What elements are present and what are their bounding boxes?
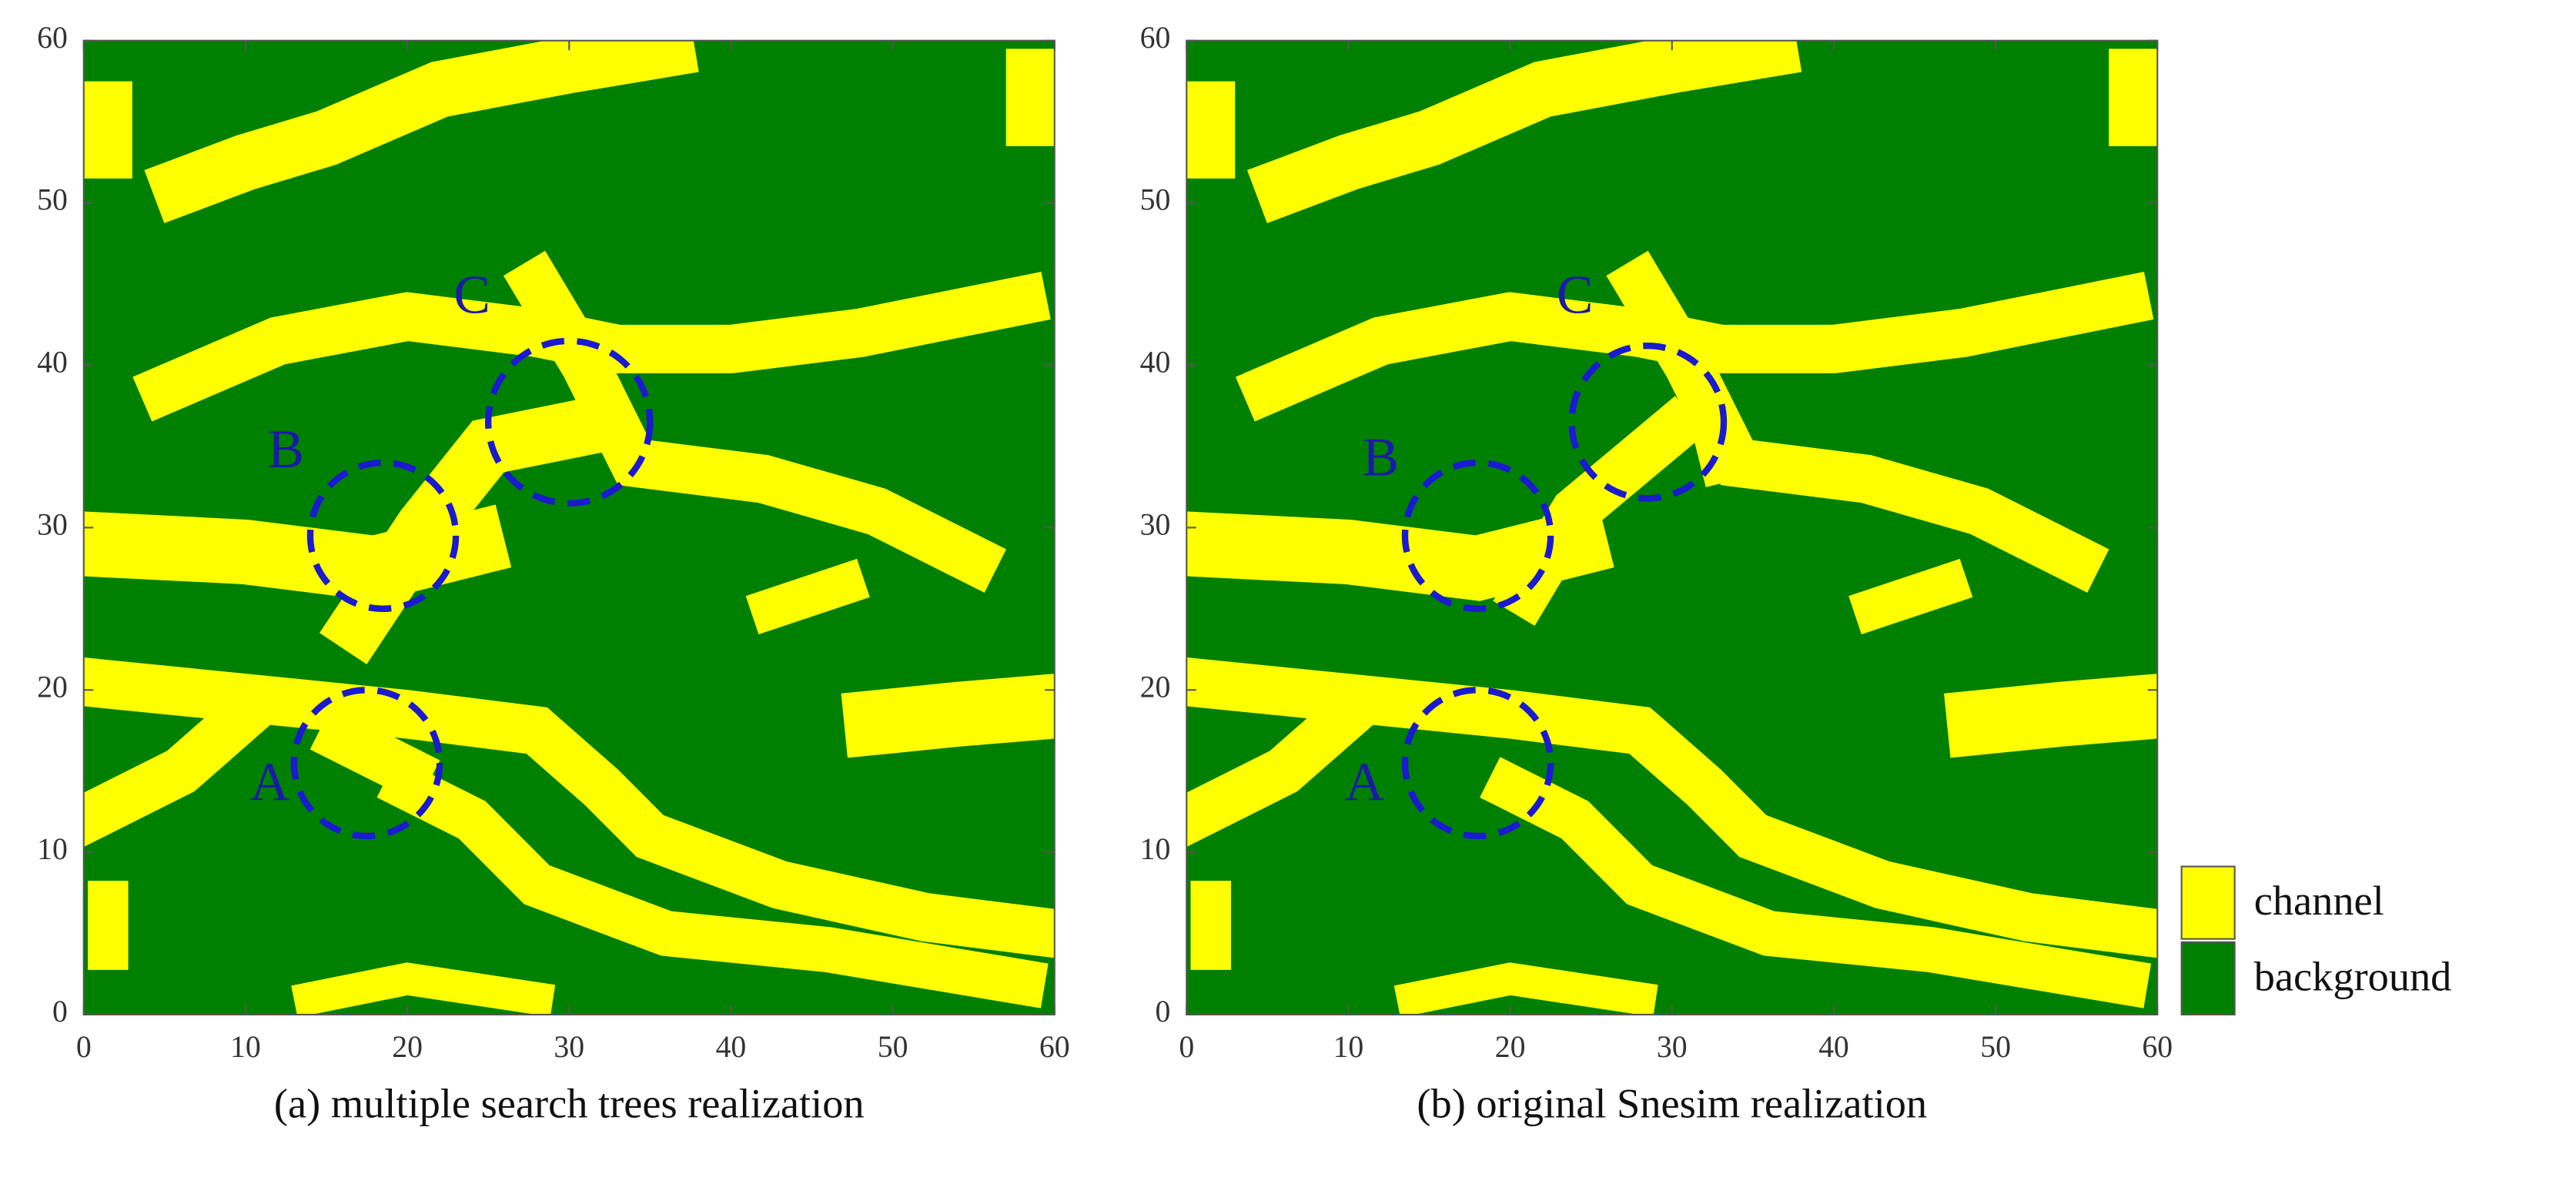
y-tick-label: 30: [37, 507, 68, 541]
x-tick-label: 60: [1039, 1030, 1070, 1064]
channels: [83, 40, 1055, 1015]
plot: [1186, 39, 2159, 1015]
legend-swatch: [2180, 865, 2236, 940]
y-tick-label: 30: [1140, 507, 1171, 541]
y-tick-label: 60: [37, 21, 68, 55]
x-tick-label: 40: [1818, 1030, 1849, 1064]
legend-label: background: [2254, 954, 2452, 1000]
channel: [1393, 962, 1658, 1015]
channel: [309, 706, 440, 804]
channel: [1493, 396, 1707, 626]
annotation-circle: [484, 337, 654, 507]
y-tick-label: 0: [1155, 995, 1170, 1028]
annotation-circle: [290, 687, 443, 840]
channels: [1186, 40, 2158, 1015]
annotation-label: B: [268, 420, 304, 480]
legend-swatch: [2180, 941, 2236, 1015]
channel: [83, 680, 280, 848]
plot: [82, 39, 1055, 1015]
annotation-circle: [1401, 459, 1554, 612]
y-tick-label: 20: [37, 670, 68, 704]
channel: [291, 962, 556, 1015]
channel: [376, 757, 1049, 1008]
annotation-label: A: [1345, 752, 1384, 812]
channel: [144, 40, 699, 223]
x-tick-label: 60: [2142, 1030, 2173, 1064]
annotation-label: B: [1363, 427, 1399, 487]
y-tick-label: 10: [37, 832, 68, 866]
annotation-label: C: [453, 265, 490, 325]
channel: [1480, 757, 2152, 1008]
annotation-label: A: [250, 752, 289, 812]
caption: (b) original Snesim realization: [1417, 1081, 1927, 1127]
channel: [1186, 680, 1383, 848]
channel: [1944, 674, 2158, 758]
y-tick-label: 60: [1140, 21, 1171, 55]
channel: [83, 657, 1055, 958]
channel: [745, 558, 870, 635]
x-tick-label: 20: [1495, 1030, 1526, 1064]
y-tick-label: 50: [37, 183, 68, 217]
x-tick-label: 30: [554, 1030, 584, 1064]
x-tick-label: 50: [878, 1030, 908, 1064]
channel: [1186, 657, 2158, 958]
y-tick-label: 10: [1140, 832, 1171, 866]
annotation-circle: [306, 459, 460, 612]
y-tick-label: 0: [52, 995, 68, 1028]
annotation-circle: [1401, 687, 1554, 840]
y-tick-label: 20: [1140, 670, 1171, 704]
y-tick-label: 50: [1140, 183, 1171, 217]
annotation-label: C: [1557, 265, 1593, 325]
channel: [319, 396, 603, 664]
x-tick-label: 40: [716, 1030, 747, 1064]
channel: [841, 674, 1055, 758]
x-tick-label: 0: [76, 1030, 92, 1064]
x-tick-label: 50: [1980, 1030, 2011, 1064]
x-tick-label: 20: [392, 1030, 423, 1064]
legend-label: channel: [2254, 878, 2384, 924]
x-tick-label: 0: [1179, 1030, 1194, 1064]
channel: [503, 250, 1006, 593]
annotation-circle: [1568, 342, 1728, 502]
channel: [1246, 40, 1802, 223]
x-tick-label: 10: [230, 1030, 261, 1064]
caption: (a) multiple search trees realization: [274, 1081, 865, 1127]
channel: [1848, 558, 1973, 635]
y-tick-label: 40: [37, 346, 68, 380]
x-tick-label: 30: [1657, 1030, 1688, 1064]
channel: [1679, 373, 1745, 487]
y-tick-label: 40: [1140, 346, 1171, 380]
x-tick-label: 10: [1333, 1030, 1364, 1064]
